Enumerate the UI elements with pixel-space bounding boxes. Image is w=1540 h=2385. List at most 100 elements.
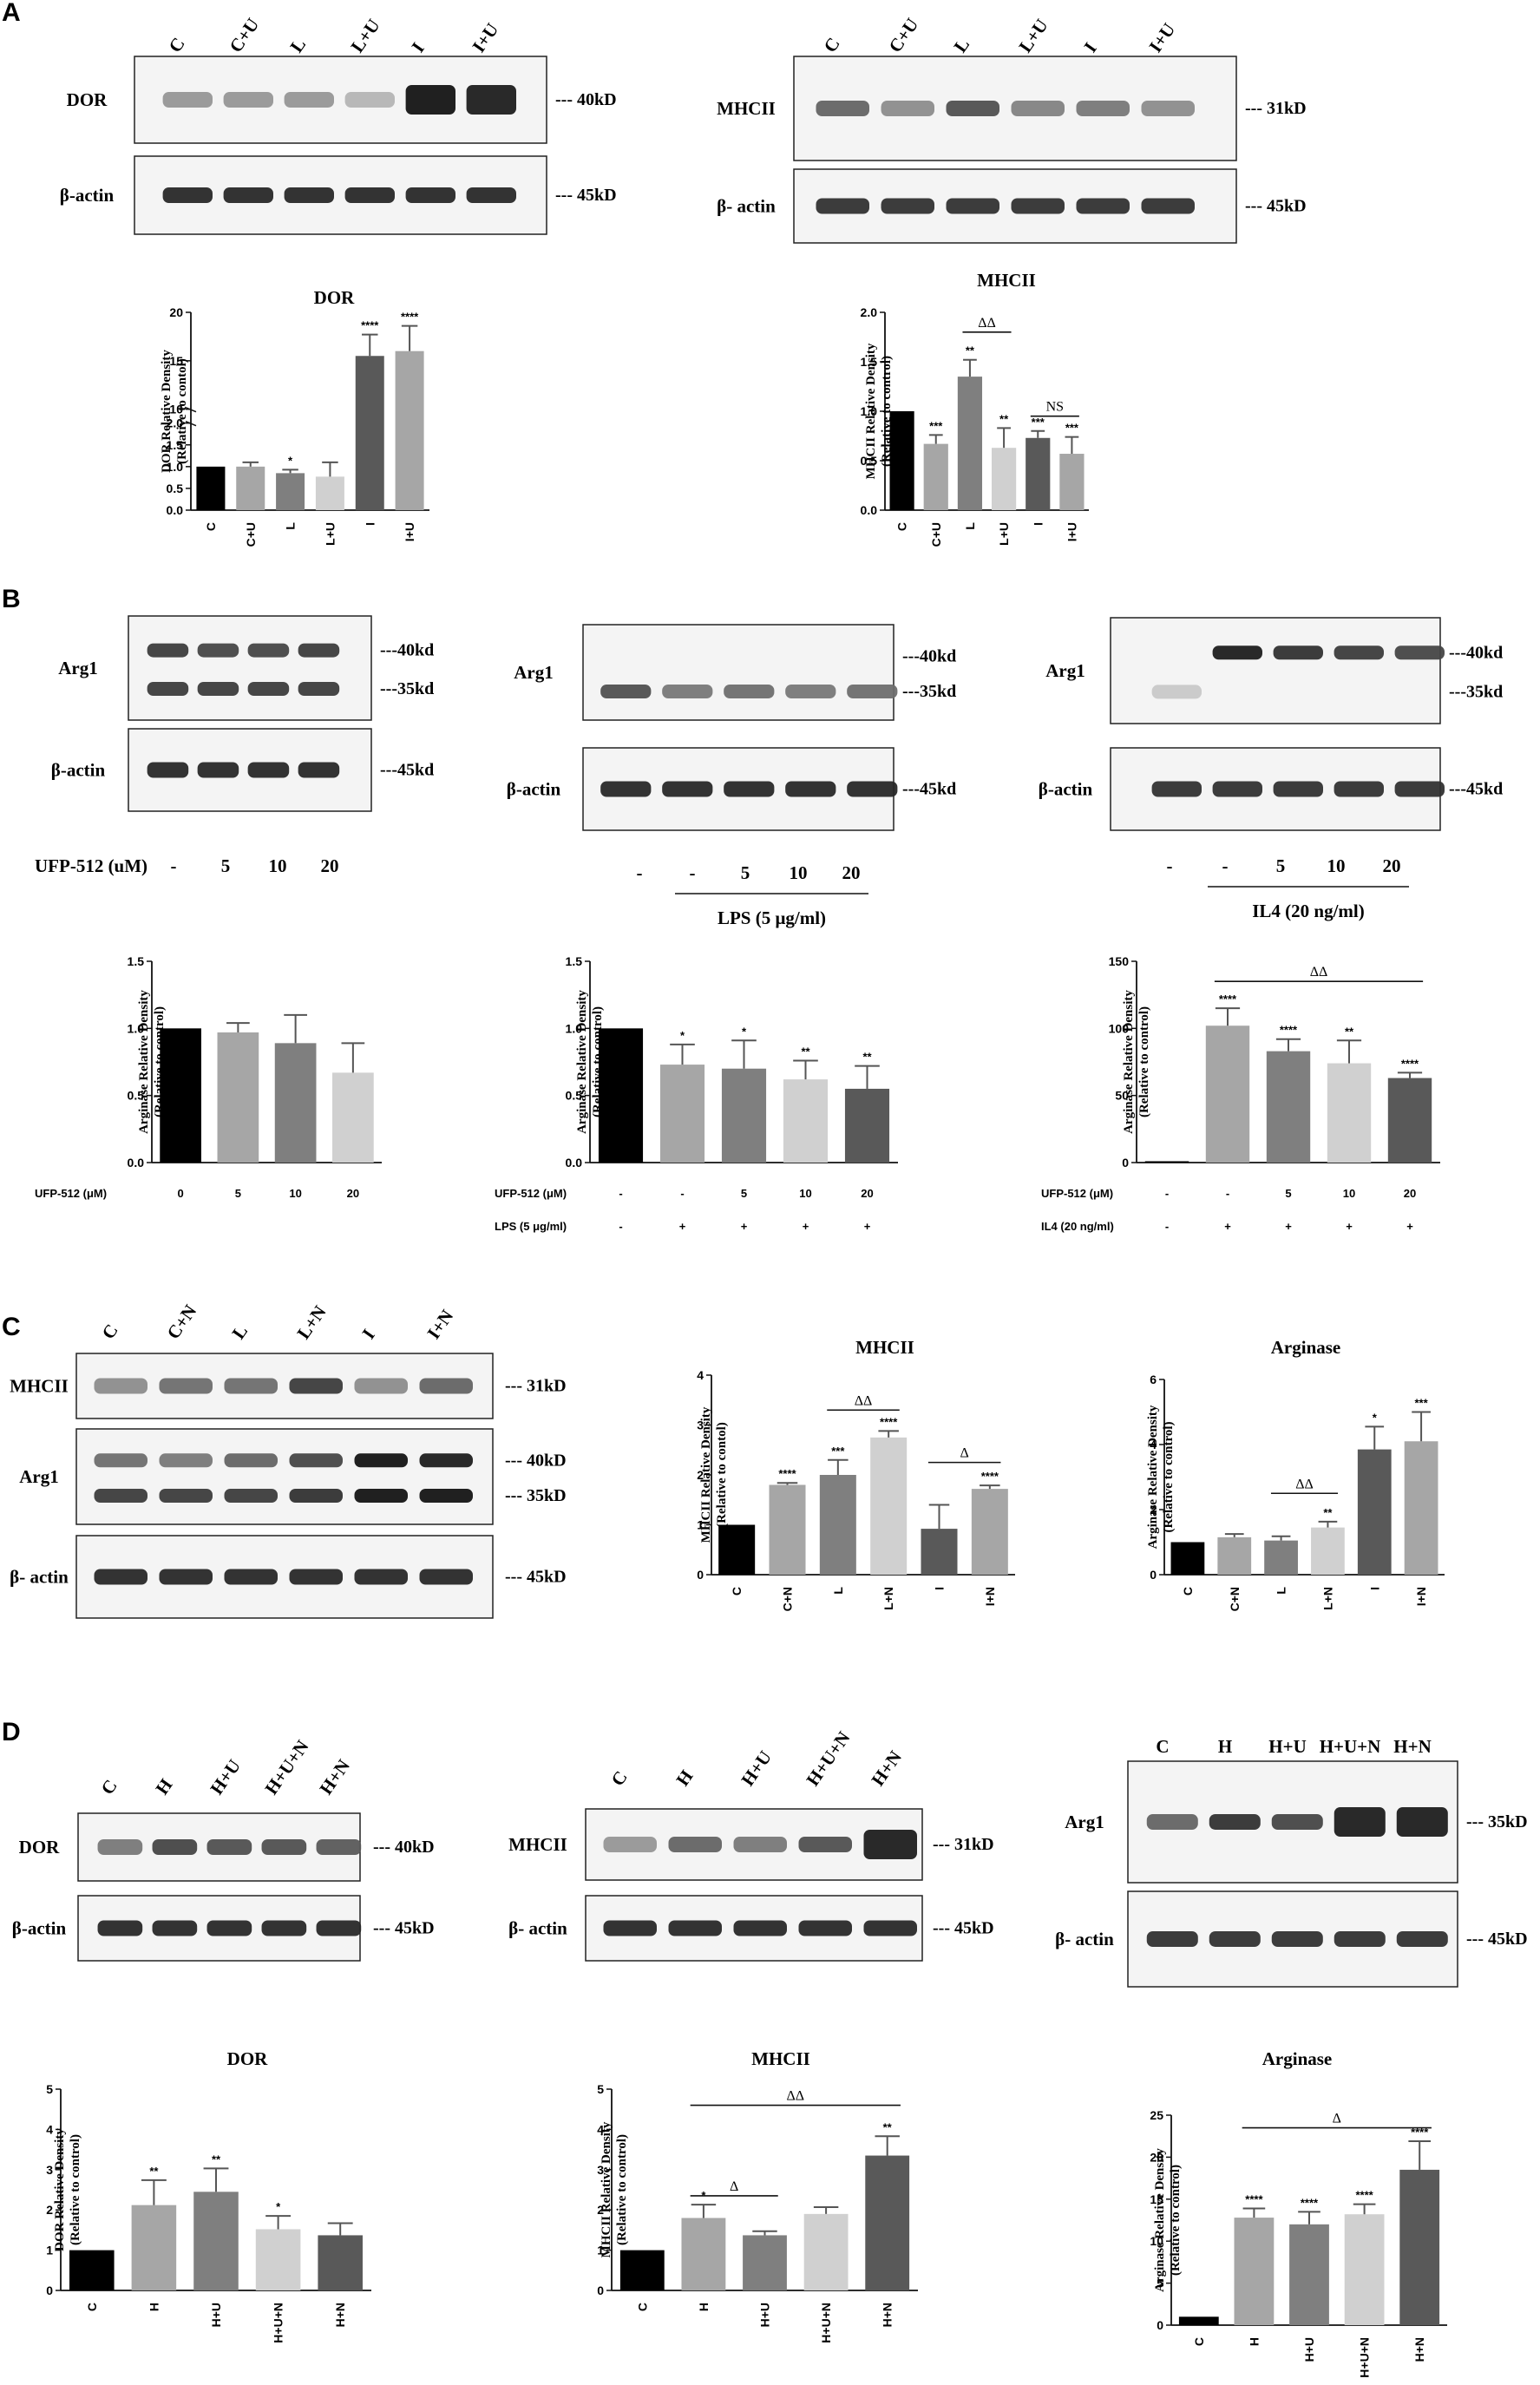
protein-band [298,682,340,696]
lane-label: L [285,35,310,56]
y-tick-label: 150 [1109,954,1130,968]
y-axis-label: Arginase Relative Density [1122,990,1136,1134]
significance-stars: *** [1414,1397,1428,1410]
blot-row-label: DOR [19,1837,61,1858]
y-axis-label: Arginase Relative Density [1153,2148,1167,2292]
protein-band [1396,1931,1448,1947]
y-axis-label: Arginase Relative Density [137,990,151,1134]
blot-row-label: β- actin [1055,1929,1114,1949]
x-tick-label: L [831,1587,845,1595]
bar [318,2235,363,2290]
bracket-label: ΔΔ [855,1393,873,1408]
table-cell: 20 [1404,1187,1416,1200]
protein-band [1011,198,1065,214]
chart-title: MHCII [855,1337,914,1358]
panel-label-c: C [2,1313,21,1341]
x-tick-label: C [635,2303,649,2311]
protein-band [94,1378,147,1394]
x-tick-label: L+U [323,522,337,546]
protein-band [816,101,869,116]
blot-a2: C C+U L L+U I I+U MHCII --- 31kD β- actin --- 45k… [717,14,1307,244]
protein-band [97,1839,143,1855]
lane-label: H+N [315,1755,354,1798]
blot-row-label: β- actin [10,1567,69,1588]
bar [1404,1441,1438,1575]
protein-band [261,1920,307,1936]
x-tick-label: I [1031,522,1045,526]
table-cell: - [1226,1187,1229,1200]
blot-row-label: Arg1 [58,658,98,678]
chart-a-mhcii: 0.0 0.5 1.0 1.5 2.0 C *** C+U ** L ** L+U *** I *** I+U… [861,270,1089,547]
protein-band [223,187,273,203]
x-tick-label: H+U+N [272,2303,285,2343]
y-axis-label: (Relative to control) [880,356,894,467]
y-tick-label: 4 [597,2122,604,2136]
blot-row-label: β-actin [60,185,115,206]
chart-title: DOR [314,287,356,308]
protein-band [224,1569,278,1585]
lane-label: L+N [292,1301,330,1342]
protein-band [1151,781,1202,797]
x-tick-label: H [147,2303,161,2311]
table-row-label: UFP-512 (μM) [1041,1187,1113,1200]
y-tick-label: 20 [169,305,183,319]
table-cell: - [1165,1187,1169,1200]
x-tick-label: I [1367,1587,1381,1590]
x-tick-label: C [1181,1587,1195,1595]
bar [870,1437,908,1575]
treatment-label: UFP-512 (uM) [35,855,147,876]
protein-band [344,187,395,203]
y-tick-label: 1.5 [128,954,145,968]
significance-stars: **** [1401,1057,1419,1070]
significance-stars: **** [880,1415,898,1428]
kd-marker: --- 31kD [933,1835,994,1854]
x-tick-label: C [204,522,218,531]
lane-label: C [606,1767,631,1790]
chart-title: Arginase [1262,2048,1333,2069]
lane-label: I+U [468,19,502,56]
lane-label: L [227,1321,252,1343]
lane-label: C+U [225,14,263,56]
bar [619,2250,665,2290]
x-tick-label: H+U [209,2303,223,2327]
protein-band [733,1837,787,1852]
bar [971,1489,1008,1575]
protein-band [223,92,273,108]
protein-band [946,101,999,116]
protein-band [97,1920,143,1936]
y-tick-label: 0 [1150,1568,1157,1582]
y-tick-label: 3 [46,2163,53,2177]
protein-band [1271,1814,1323,1830]
treatment-group-label: IL4 (20 ng/ml) [1252,901,1365,921]
lane-label: I [407,38,428,56]
x-tick-label: I+N [983,1587,997,1606]
protein-band [354,1453,408,1468]
protein-band [94,1453,147,1468]
y-axis-label: (Relative to contol) [175,358,189,464]
treatment-value: 20 [842,862,861,883]
y-tick-label: 1.5 [566,954,583,968]
table-cell: 0 [178,1187,184,1200]
table-cell: + [1346,1220,1353,1233]
bar [1205,1025,1250,1163]
chart-b-arg-lps: 0.00.51.01.5* *** **UFP-512 (μM) - -5 10 20LPS… [495,954,898,1233]
x-tick-label: I [363,522,377,526]
y-axis-label: (Relative to control) [1169,2165,1183,2276]
x-tick-label: H+U+N [819,2303,833,2343]
protein-band [224,1378,278,1394]
table-row-label: UFP-512 (μM) [35,1187,107,1200]
x-tick-label: H+U [758,2303,772,2327]
significance-stars: **** [1411,2126,1429,2139]
bar [1344,2214,1385,2325]
y-tick-label: 0 [1157,2318,1163,2332]
y-tick-label: 20 [1150,2150,1163,2164]
x-tick-label: H+N [881,2303,895,2327]
bar [274,1043,317,1163]
protein-band [1334,645,1384,660]
table-cell: 10 [289,1187,301,1200]
significance-stars: * [1373,1411,1378,1424]
protein-band [1076,198,1130,214]
protein-band [284,92,334,108]
table-row-label: UFP-512 (μM) [495,1187,567,1200]
